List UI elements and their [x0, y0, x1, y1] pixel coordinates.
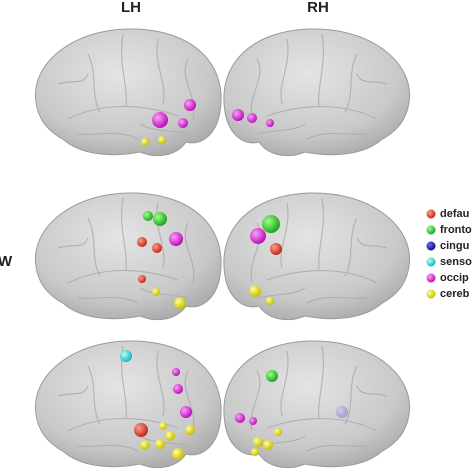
legend-label: cingu — [440, 240, 469, 252]
legend-swatch — [426, 257, 436, 267]
brain-rh-3 — [223, 340, 411, 469]
legend-swatch — [426, 273, 436, 283]
legend-swatch — [426, 225, 436, 235]
brain-lh-1 — [34, 28, 222, 157]
legend-swatch — [426, 241, 436, 251]
column-label: LH — [121, 0, 141, 16]
legend-swatch — [426, 289, 436, 299]
legend-label: cereb — [440, 288, 470, 300]
brain-rh-1 — [223, 28, 411, 157]
brain-lh-2 — [34, 192, 222, 321]
brain-rh-2 — [223, 192, 411, 321]
nodes — [120, 99, 348, 460]
legend-label: fronto — [440, 224, 472, 236]
row-label: W — [0, 253, 13, 270]
legend-label: occip — [440, 272, 469, 284]
legend: defau fronto cingu senso occip cereb — [426, 208, 472, 300]
legend-swatch — [426, 209, 436, 219]
legend-label: defau — [440, 208, 469, 220]
column-label: RH — [307, 0, 329, 16]
legend-label: senso — [440, 256, 472, 268]
